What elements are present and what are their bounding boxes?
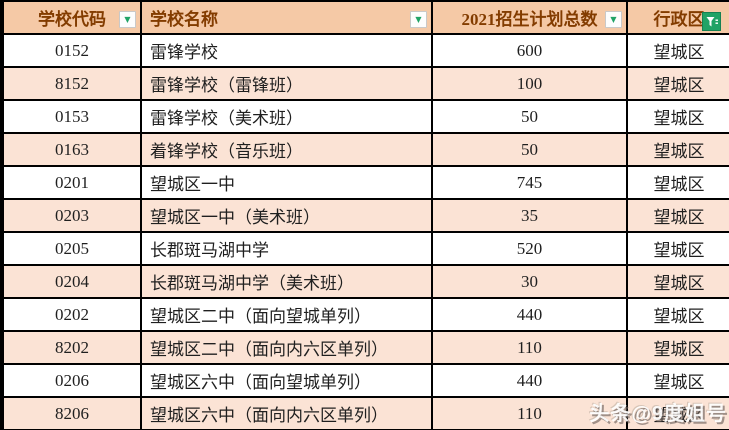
cell-school-code[interactable]: 0153 <box>1 99 142 134</box>
cell-plan-total[interactable]: 440 <box>431 297 628 332</box>
filter-dropdown-button[interactable]: ▼ <box>410 11 427 28</box>
chevron-down-icon: ▼ <box>415 14 422 24</box>
cell-school-code[interactable]: 0202 <box>1 297 142 332</box>
cell-plan-total[interactable]: 30 <box>431 264 628 299</box>
table-row: 0202 望城区二中（面向望城单列） 440 望城区 <box>1 297 729 332</box>
cell-plan-total[interactable]: 520 <box>431 231 628 266</box>
cell-school-name[interactable]: 雷锋学校（美术班） <box>140 99 433 134</box>
cell-school-code[interactable]: 0203 <box>1 198 142 233</box>
cell-school-name[interactable]: 望城区六中（面向望城单列） <box>140 363 433 398</box>
cell-district[interactable]: 望城区 <box>626 363 729 398</box>
table-row: 8206 望城区六中（面向内六区单列） 110 望城区 <box>1 396 729 430</box>
cell-school-code[interactable]: 0206 <box>1 363 142 398</box>
cell-school-name[interactable]: 雷锋学校 <box>140 33 433 68</box>
table-row: 0206 望城区六中（面向望城单列） 440 望城区 <box>1 363 729 398</box>
cell-school-name[interactable]: 着锋学校（音乐班） <box>140 132 433 167</box>
chevron-down-icon: ▼ <box>610 14 617 24</box>
column-header-district[interactable]: 行政区 <box>626 0 729 35</box>
table-row: 0205 长郡斑马湖中学 520 望城区 <box>1 231 729 266</box>
cell-plan-total[interactable]: 600 <box>431 33 628 68</box>
cell-district[interactable]: 望城区 <box>626 330 729 365</box>
cell-district[interactable]: 望城区 <box>626 231 729 266</box>
column-header-label: 学校代码 <box>38 10 106 29</box>
cell-district[interactable]: 望城区 <box>626 66 729 101</box>
cell-school-code[interactable]: 0152 <box>1 33 142 68</box>
column-header-label: 2021招生计划总数 <box>461 10 598 29</box>
column-header-school-name[interactable]: 学校名称 ▼ <box>140 0 433 35</box>
table-row: 0201 望城区一中 745 望城区 <box>1 165 729 200</box>
column-header-label: 行政区 <box>653 10 705 29</box>
cell-district[interactable]: 望城区 <box>626 264 729 299</box>
table-row: 0152 雷锋学校 600 望城区 <box>1 33 729 68</box>
filter-dropdown-button[interactable]: ▼ <box>119 11 136 28</box>
cell-plan-total[interactable]: 110 <box>431 396 628 430</box>
chevron-down-icon: ▼ <box>124 14 131 24</box>
table-row: 0163 着锋学校（音乐班） 50 望城区 <box>1 132 729 167</box>
cell-district[interactable]: 望城区 <box>626 396 729 430</box>
cell-district[interactable]: 望城区 <box>626 132 729 167</box>
table-row: 0203 望城区一中（美术班） 35 望城区 <box>1 198 729 233</box>
cell-school-name[interactable]: 长郡斑马湖中学（美术班） <box>140 264 433 299</box>
cell-school-name[interactable]: 望城区二中（面向内六区单列） <box>140 330 433 365</box>
filter-active-button[interactable] <box>702 12 721 31</box>
table-body: 0152 雷锋学校 600 望城区 8152 雷锋学校（雷锋班） 100 望城区… <box>1 33 729 430</box>
funnel-icon <box>706 16 718 26</box>
cell-district[interactable]: 望城区 <box>626 99 729 134</box>
cell-school-code[interactable]: 8202 <box>1 330 142 365</box>
cell-school-code[interactable]: 0163 <box>1 132 142 167</box>
cell-school-name[interactable]: 望城区二中（面向望城单列） <box>140 297 433 332</box>
table-row: 0204 长郡斑马湖中学（美术班） 30 望城区 <box>1 264 729 299</box>
cell-school-code[interactable]: 0204 <box>1 264 142 299</box>
cell-district[interactable]: 望城区 <box>626 297 729 332</box>
table-row: 8152 雷锋学校（雷锋班） 100 望城区 <box>1 66 729 101</box>
table-row: 8202 望城区二中（面向内六区单列） 110 望城区 <box>1 330 729 365</box>
cell-district[interactable]: 望城区 <box>626 198 729 233</box>
column-header-school-code[interactable]: 学校代码 ▼ <box>1 0 142 35</box>
filter-dropdown-button[interactable]: ▼ <box>605 11 622 28</box>
cell-plan-total[interactable]: 50 <box>431 132 628 167</box>
cell-district[interactable]: 望城区 <box>626 165 729 200</box>
cell-plan-total[interactable]: 50 <box>431 99 628 134</box>
cell-plan-total[interactable]: 100 <box>431 66 628 101</box>
header-row: 学校代码 ▼ 学校名称 ▼ 2021招生计划总数 ▼ 行政区 <box>1 0 729 35</box>
cell-school-code[interactable]: 8152 <box>1 66 142 101</box>
cell-school-name[interactable]: 望城区六中（面向内六区单列） <box>140 396 433 430</box>
cell-plan-total[interactable]: 440 <box>431 363 628 398</box>
column-header-label: 学校名称 <box>150 10 218 29</box>
cell-district[interactable]: 望城区 <box>626 33 729 68</box>
cell-school-code[interactable]: 0201 <box>1 165 142 200</box>
cell-school-code[interactable]: 8206 <box>1 396 142 430</box>
cell-school-name[interactable]: 雷锋学校（雷锋班） <box>140 66 433 101</box>
cell-school-code[interactable]: 0205 <box>1 231 142 266</box>
cell-school-name[interactable]: 望城区一中（美术班） <box>140 198 433 233</box>
cell-plan-total[interactable]: 745 <box>431 165 628 200</box>
cell-plan-total[interactable]: 110 <box>431 330 628 365</box>
cell-plan-total[interactable]: 35 <box>431 198 628 233</box>
table-row: 0153 雷锋学校（美术班） 50 望城区 <box>1 99 729 134</box>
cell-school-name[interactable]: 望城区一中 <box>140 165 433 200</box>
cell-school-name[interactable]: 长郡斑马湖中学 <box>140 231 433 266</box>
column-header-2021-plan-total[interactable]: 2021招生计划总数 ▼ <box>431 0 628 35</box>
